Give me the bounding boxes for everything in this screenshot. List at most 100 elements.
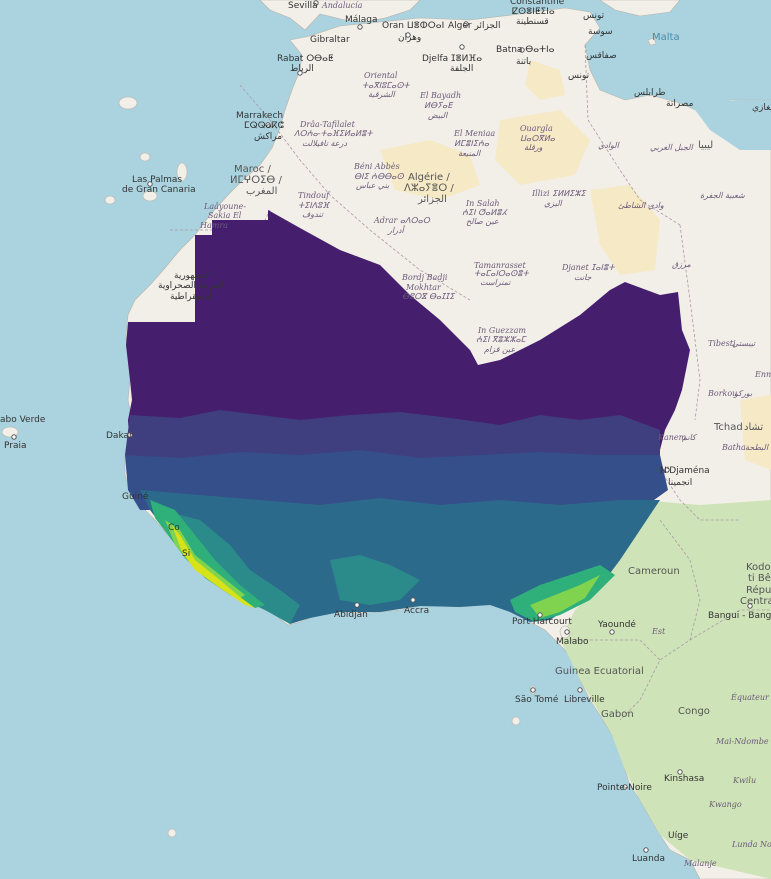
city-dot-batna [519, 47, 525, 53]
label-jabal-ar: الجبل الغربي [650, 143, 693, 152]
label-sahrawi-ar3: الديمقراطية [170, 292, 214, 302]
label-kanem-ar: كانم [682, 433, 698, 442]
city-dot-yaounde [609, 629, 615, 635]
land-iberia [259, 0, 421, 31]
label-libya-ar: ليبيا [698, 140, 713, 151]
label-adrar: Adrar ⴰⴷⵔⴰⵔ [373, 216, 431, 225]
city-dot-malaga [357, 24, 363, 30]
label-el-menia-ar: المنيعة [458, 149, 481, 158]
label-beni-abbes-tz: ⴱⵏⵉ ⵄⴱⴱⴰⵙ [354, 172, 404, 181]
label-beni-abbes-ar: بني عباس [356, 181, 390, 190]
label-tamanrasset-tz: ⵜⴰⵎⴰⵏⵔⴰⵙⴻⵜ [474, 269, 530, 278]
city-dot-sevilla [313, 0, 319, 6]
island-canary-2 [139, 152, 151, 162]
island-canary-5 [176, 162, 188, 182]
island-canary-4 [104, 195, 116, 205]
label-jufra-ar: شعبية الجفرة [700, 191, 745, 200]
label-ennedi: Enne [754, 370, 771, 379]
sea-sirte [690, 100, 771, 150]
label-sevilla: Sevilla [288, 1, 318, 11]
label-djanet: Djanet ⵊⴰⵏⴻⵜ [561, 263, 615, 272]
label-kinshasa: Kinshasa [664, 774, 704, 784]
label-maroc-tz: ⵍⵎⵖⵔⵉⴱ / [230, 175, 282, 186]
label-oran: Oran ⵡⴻⵀⵔⴰⵏ [382, 21, 444, 31]
label-gabon: Gabon [601, 709, 634, 720]
label-ouargla: Ouargla [520, 124, 553, 133]
label-algerie-tz: ⴷⵣⴰⵢⴻⵔ / [404, 183, 454, 194]
city-dot-marrakech [265, 122, 271, 128]
label-el-bayadh: El Bayadh [419, 91, 461, 100]
label-batna-ar: باتنة [516, 57, 531, 67]
label-in-salah-tz: ⵄⵉⵏ ⵚⴰⵍⴻⵃ [462, 208, 509, 217]
label-tchad-ar: تشاد [744, 422, 763, 433]
label-in-salah: In Salah [465, 199, 500, 208]
label-bordj: Bordj Badji [401, 273, 448, 282]
label-alwadi-ar: الوادي [598, 141, 620, 150]
label-congo: Congo [678, 706, 710, 717]
city-dot-oran [405, 32, 411, 38]
land-malta [647, 37, 657, 46]
label-maroc-ar: المغرب [246, 186, 277, 197]
label-ouargla-tz: ⵡⴰⵔⴳⵍⴰ [520, 134, 556, 143]
label-in-guezzam-tz: ⵄⵉⵏ ⴳⴻⵣⵣⴰⵎ [476, 335, 527, 344]
label-tounes-ar: تونس [568, 71, 590, 81]
label-in-salah-ar: عين صالح [466, 217, 499, 226]
label-tunis-ar: تونس [583, 11, 605, 21]
sand-5 [740, 395, 771, 470]
city-dot-pointe-noire [622, 784, 628, 790]
label-bangui: Bangui - Bangui [708, 611, 771, 621]
label-djanet-ar: جانت [574, 273, 592, 282]
label-ndjamena: N'Djaména [660, 465, 710, 476]
label-libreville: Libreville [564, 695, 605, 705]
label-borkou-ar: بوركو [733, 389, 753, 398]
island-canary-1 [118, 96, 138, 110]
label-sahrawi-ar2: العربية الصحراوية [158, 281, 223, 291]
label-adrar-ar: أدرار [387, 225, 406, 235]
sand-1 [380, 140, 480, 200]
label-pointe-noire: Pointe-Noire [597, 783, 652, 793]
city-dot-ndjamena [664, 467, 670, 473]
label-oriental: Oriental [364, 71, 398, 80]
label-mai-ndombe: Mai-Ndombe [715, 737, 769, 746]
label-est: Est [651, 627, 666, 636]
city-dot-praia [11, 434, 17, 440]
label-oriental-tz: ⵜⴰⴳⵏⵓⵎⴰⵙⵜ [362, 81, 410, 90]
label-draa-ar: درعة تافيلالت [302, 139, 347, 148]
label-luanda: Luanda [632, 854, 665, 864]
label-constantine: Constantine [510, 0, 565, 7]
label-alger: Alger الجزائر [448, 21, 500, 31]
label-tamanrasset-ar: تمنراست [480, 278, 511, 287]
label-sakia: Sakia El [208, 211, 242, 220]
label-rca3: Centra [740, 596, 771, 607]
label-guinee: Guiné [122, 491, 149, 502]
label-rabat-ar: الرباط [290, 64, 314, 74]
label-misrata-ar: مصراتة [666, 99, 694, 109]
city-dot-djelfa [459, 44, 465, 50]
label-constantine-tz: ⵇⵙⴻⵏⵟⵉⵏⴰ [512, 7, 555, 17]
sand-2 [495, 110, 590, 185]
island-principe [511, 716, 521, 726]
label-shaati-ar: وادي الشاطئ [618, 201, 664, 210]
label-illizi: Illizi ⵉⵍⵍⵉⵣⵉ [531, 189, 587, 198]
label-draa: Drâa-Tafilalet [299, 120, 356, 129]
city-dot-sao-tome [530, 687, 536, 693]
city-dot-accra [410, 597, 416, 603]
city-dot-malabo [564, 629, 570, 635]
label-maroc: Maroc / [234, 164, 271, 175]
label-yaounde: Yaoundé [597, 619, 636, 630]
label-kwilu: Kwilu [732, 776, 756, 785]
label-cameroun: Cameroun [628, 566, 680, 577]
label-port-harcourt: Port Harcourt [512, 617, 572, 627]
label-benghazi-ar: بنغازي [752, 103, 771, 113]
raster-overlay [125, 210, 690, 624]
label-djelfa: Djelfa ⵊⴻⵍⴼⴰ [422, 54, 482, 64]
city-dot-abidjan [354, 602, 360, 608]
label-djelfa-ar: الجلفة [450, 64, 473, 74]
label-malaga: Málaga [345, 15, 378, 25]
label-malta: Malta [652, 32, 680, 43]
label-el-bayadh-tz: ⵍⴱⵢⴰⴹ [424, 101, 453, 110]
label-rca2: Répu [746, 584, 771, 596]
city-dot-rabat [297, 70, 303, 76]
